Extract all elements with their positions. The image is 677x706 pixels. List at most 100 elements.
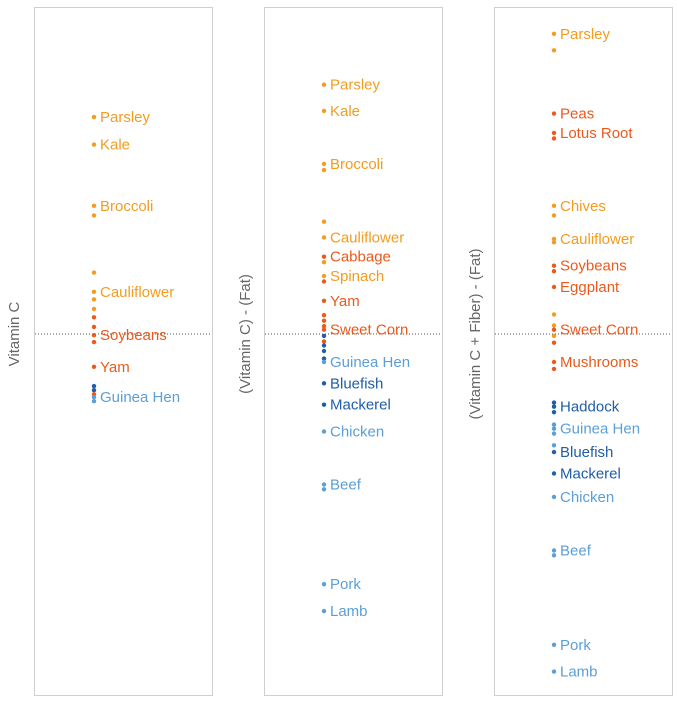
data-point	[91, 333, 97, 338]
data-point	[551, 312, 557, 317]
data-point	[551, 431, 557, 436]
data-point	[321, 318, 327, 323]
point-label: Yam	[330, 293, 360, 310]
data-point	[321, 482, 327, 487]
data-point	[91, 339, 97, 345]
point-label: Chicken	[560, 489, 614, 506]
data-point	[551, 31, 557, 36]
data-point	[551, 449, 557, 455]
data-point	[551, 323, 557, 328]
data-point	[551, 48, 557, 53]
point-label: Sweet Corn	[330, 322, 408, 339]
point-label: Lotus Root	[560, 125, 633, 142]
data-point	[551, 136, 557, 141]
point-label: Guinea Hen	[330, 354, 410, 371]
data-point	[321, 167, 327, 173]
data-point	[91, 324, 97, 330]
data-point	[321, 402, 327, 407]
point-label: Soybeans	[560, 258, 627, 275]
data-point	[551, 669, 557, 674]
point-label: Kale	[330, 103, 360, 120]
data-point	[321, 108, 327, 114]
data-point	[321, 313, 327, 318]
data-point	[551, 404, 557, 409]
point-label: Cabbage	[330, 249, 391, 266]
data-point	[551, 548, 557, 553]
point-label: Beef	[330, 477, 362, 494]
panel-frame	[264, 7, 443, 696]
point-label: Cauliflower	[560, 231, 634, 248]
data-point	[321, 298, 327, 303]
panel-frame	[494, 7, 673, 696]
point-label: Pork	[560, 637, 591, 654]
point-label: Chives	[560, 198, 606, 215]
data-point	[91, 399, 97, 404]
data-point	[551, 359, 557, 365]
data-point	[321, 348, 327, 354]
data-point	[321, 219, 327, 224]
point-label: Eggplant	[560, 279, 620, 296]
data-point	[91, 213, 97, 218]
chart-panel-2: (Vitamin C) - (Fat) Parsley Kale Broccoli Ca…	[237, 7, 443, 696]
data-point	[91, 383, 97, 389]
data-point	[551, 553, 557, 558]
data-point	[551, 236, 557, 242]
point-label: Yam	[100, 359, 130, 376]
data-point	[321, 279, 327, 284]
data-point	[91, 270, 97, 275]
data-point	[551, 642, 557, 647]
data-point	[551, 240, 557, 245]
point-label: Broccoli	[100, 198, 153, 215]
data-point	[321, 487, 327, 492]
data-point	[91, 306, 97, 312]
data-point	[551, 284, 557, 290]
point-label: Haddock	[560, 399, 620, 416]
point-label: Mackerel	[330, 397, 391, 414]
data-point	[551, 400, 557, 405]
data-point	[321, 324, 327, 329]
data-point	[321, 339, 327, 344]
data-point	[91, 364, 97, 369]
axis-label-y: Vitamin C	[6, 301, 23, 366]
data-point	[551, 327, 557, 332]
data-point	[321, 343, 327, 348]
data-point	[551, 366, 557, 372]
point-label: Guinea Hen	[560, 421, 640, 438]
data-point	[321, 254, 327, 259]
point-label: Pork	[330, 576, 361, 593]
point-label: Lamb	[560, 664, 598, 681]
data-point	[551, 426, 557, 431]
data-point	[551, 130, 557, 136]
point-label: Kale	[100, 137, 130, 154]
data-point	[551, 443, 557, 448]
chart-panels: Vitamin C Parsley Kale Broccoli Cauliflower S…	[6, 7, 673, 696]
data-point	[321, 327, 327, 332]
data-point	[551, 410, 557, 415]
point-label: Chicken	[330, 424, 384, 441]
point-label: Peas	[560, 106, 594, 123]
axis-label-y: (Vitamin C + Fiber) - (Fat)	[467, 248, 484, 419]
point-label: Soybeans	[100, 327, 167, 344]
data-point	[321, 359, 327, 365]
data-point	[551, 340, 557, 345]
data-point	[551, 203, 557, 208]
point-label: Bluefish	[330, 375, 383, 392]
data-point	[91, 394, 97, 400]
point-label: Beef	[560, 543, 592, 560]
data-point	[551, 422, 557, 427]
point-label: Mackerel	[560, 466, 621, 483]
point-label: Parsley	[330, 77, 381, 94]
point-label: Sweet Corn	[560, 322, 638, 339]
point-label: Cauliflower	[100, 284, 174, 301]
chart-panel-1: Vitamin C Parsley Kale Broccoli Cauliflower S…	[6, 7, 213, 696]
data-point	[551, 263, 557, 268]
data-point	[321, 82, 327, 87]
data-point	[551, 333, 557, 339]
axis-label-y: (Vitamin C) - (Fat)	[237, 274, 254, 394]
point-label: Broccoli	[330, 156, 383, 173]
point-label: Bluefish	[560, 444, 613, 461]
data-point	[91, 114, 97, 120]
point-label: Cauliflower	[330, 230, 404, 247]
data-point	[321, 429, 327, 434]
